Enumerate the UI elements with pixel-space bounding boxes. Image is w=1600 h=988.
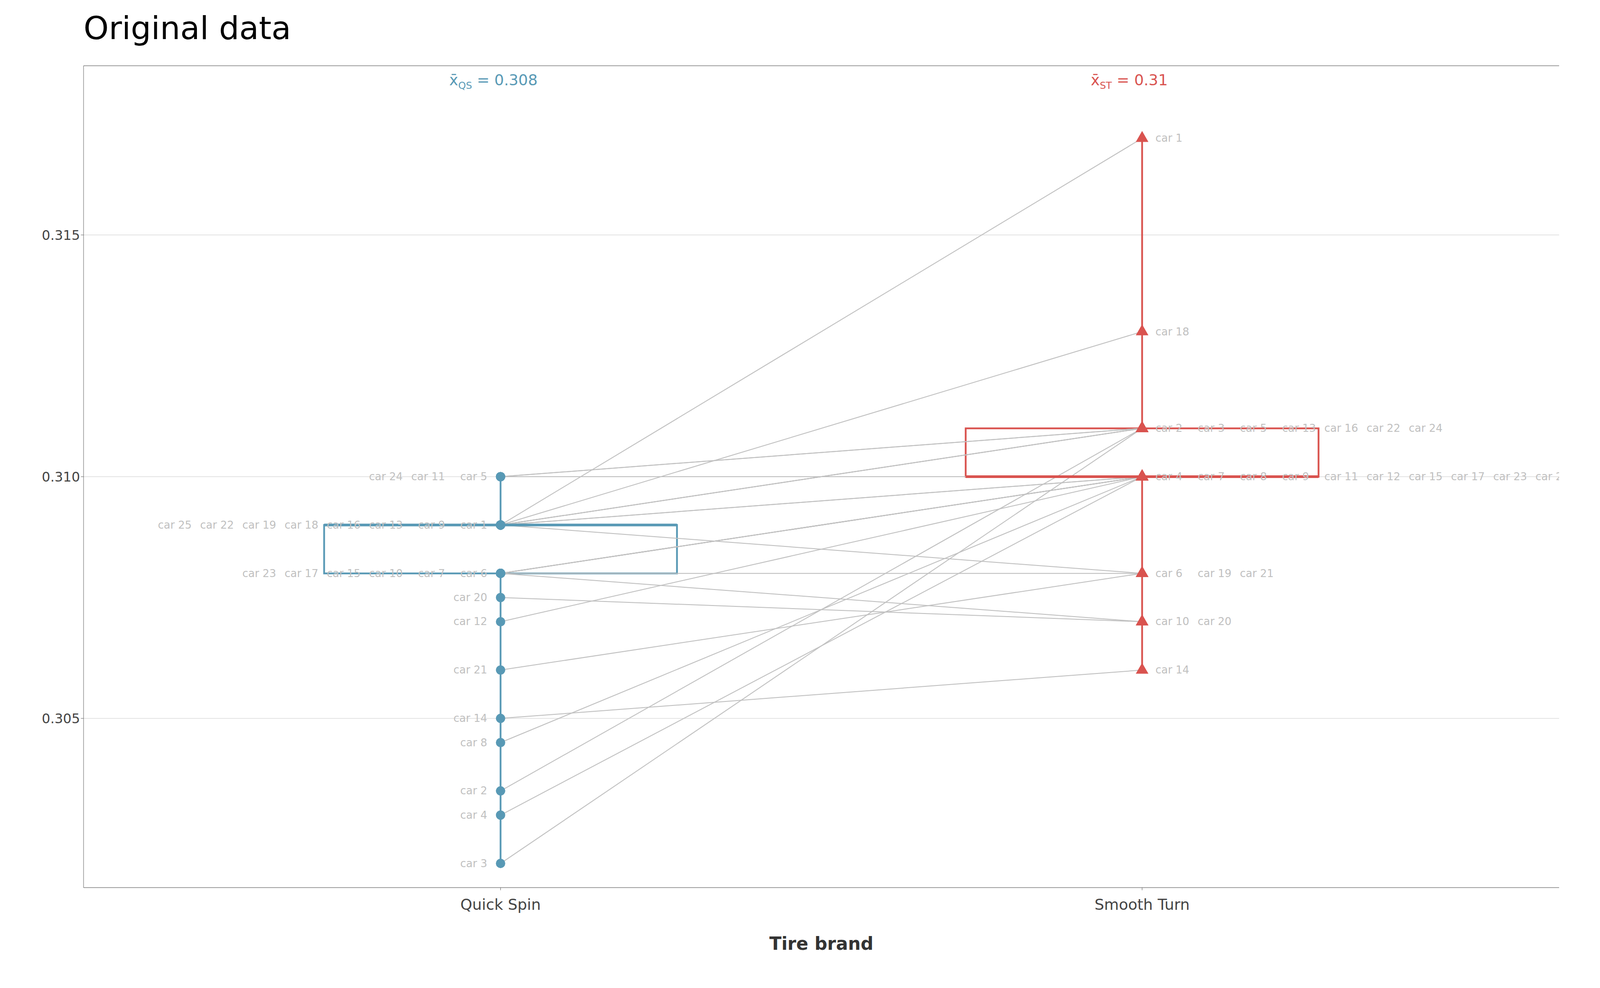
svg-text:car 6: car 6 [1155, 567, 1183, 580]
svg-text:car 9: car 9 [1282, 470, 1310, 484]
svg-text:car 1: car 1 [460, 519, 488, 532]
svg-text:car 18: car 18 [284, 519, 319, 532]
svg-text:car 9: car 9 [418, 519, 446, 532]
svg-text:car 19: car 19 [1197, 567, 1232, 580]
svg-text:car 22: car 22 [1366, 422, 1401, 435]
svg-text:car 23: car 23 [1493, 470, 1528, 484]
html-text:Original data: Original data [83, 9, 292, 47]
svg-text:car 20: car 20 [453, 591, 488, 604]
svg-text:car 12: car 12 [1366, 470, 1401, 484]
svg-text:car 24: car 24 [368, 470, 403, 484]
svg-text:car 12: car 12 [453, 615, 488, 628]
svg-text:car 5: car 5 [1240, 422, 1268, 435]
svg-text:car 17: car 17 [284, 567, 319, 580]
svg-text:x̄QS = 0.308: x̄QS = 0.308 [449, 71, 538, 92]
svg-text:car 24: car 24 [1408, 422, 1443, 435]
svg-text:car 20: car 20 [1197, 615, 1232, 628]
svg-text:car 17: car 17 [1451, 470, 1485, 484]
svg-text:Smooth Turn: Smooth Turn [1094, 896, 1190, 914]
svg-text:x̄ST = 0.31: x̄ST = 0.31 [1090, 71, 1168, 92]
svg-text:car 14: car 14 [453, 712, 488, 725]
svg-text:car 6: car 6 [460, 567, 488, 580]
svg-text:car 4: car 4 [1155, 470, 1183, 484]
svg-text:car 2: car 2 [1155, 422, 1183, 435]
svg-text:car 25: car 25 [1535, 470, 1560, 484]
svg-text:car 3: car 3 [460, 857, 488, 871]
svg-text:car 15: car 15 [326, 567, 361, 580]
svg-text:car 5: car 5 [460, 470, 488, 484]
svg-text:car 18: car 18 [1155, 325, 1190, 339]
svg-text:car 3: car 3 [1197, 422, 1225, 435]
svg-text:car 15: car 15 [1408, 470, 1443, 484]
svg-text:0.305: 0.305 [41, 711, 80, 727]
svg-text:car 14: car 14 [1155, 664, 1190, 677]
svg-text:0.310: 0.310 [41, 469, 80, 485]
svg-text:car 10: car 10 [368, 567, 403, 580]
svg-text:car 13: car 13 [368, 519, 403, 532]
svg-text:car 22: car 22 [200, 519, 234, 532]
svg-text:car 21: car 21 [1240, 567, 1274, 580]
svg-text:car 21: car 21 [453, 664, 488, 677]
svg-text:car 25: car 25 [157, 519, 192, 532]
svg-text:car 8: car 8 [460, 736, 488, 750]
svg-text:car 11: car 11 [1324, 470, 1359, 484]
svg-text:car 11: car 11 [411, 470, 445, 484]
svg-text:Quick Spin: Quick Spin [460, 896, 541, 914]
svg-text:car 7: car 7 [1197, 470, 1225, 484]
svg-text:car 16: car 16 [326, 519, 361, 532]
svg-text:car 2: car 2 [460, 784, 488, 798]
svg-text:0.315: 0.315 [41, 227, 80, 244]
svg-text:car 4: car 4 [460, 809, 488, 822]
svg-text:Tire brand: Tire brand [769, 933, 874, 955]
svg-text:car 19: car 19 [242, 519, 276, 532]
svg-text:car 13: car 13 [1282, 422, 1316, 435]
svg-text:car 16: car 16 [1324, 422, 1359, 435]
svg-text:car 8: car 8 [1240, 470, 1268, 484]
svg-text:car 7: car 7 [418, 567, 446, 580]
svg-text:car 1: car 1 [1155, 132, 1183, 145]
svg-text:car 10: car 10 [1155, 615, 1190, 628]
svg-text:car 23: car 23 [242, 567, 276, 580]
